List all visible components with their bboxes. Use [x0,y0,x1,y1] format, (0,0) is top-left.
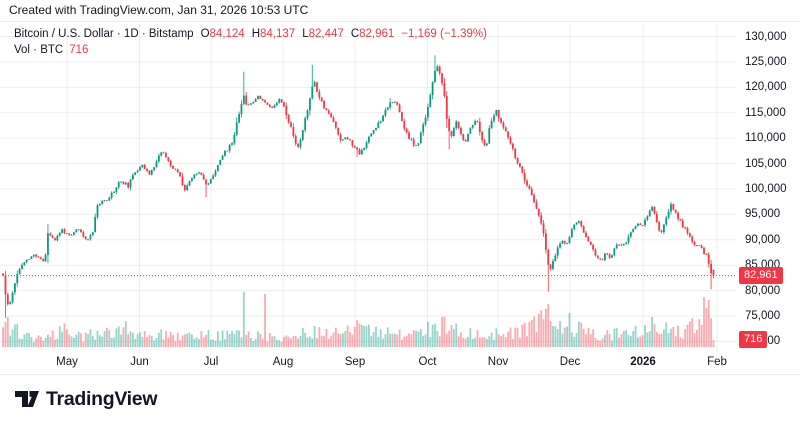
footer: TradingView [0,375,800,421]
time-axis-label: Jul [203,356,219,368]
ohlc-low: L82,447 [302,28,344,40]
price-axis-label: 95,000 [745,208,781,221]
ohlc-close: C82,961 [350,28,395,40]
price-axis-label: 105,000 [745,157,787,170]
time-axis-label: 2026 [630,356,656,368]
time-axis-label: May [56,356,78,368]
time-axis-label: Nov [487,356,509,368]
volume-label[interactable]: Vol · BTC [14,44,64,56]
time-axis-label: Aug [272,356,294,368]
chart-bottom-divider [0,374,800,375]
price-axis-label: 130,000 [745,30,787,43]
legend-symbol-row: Bitcoin / U.S. Dollar · 1D · Bitstamp O8… [14,26,487,42]
price-axis-label: 115,000 [745,106,786,119]
time-axis-label: Jun [130,356,149,368]
time-axis[interactable]: May Jun Jul Aug Sep Oct Nov Dec 2026 Feb [0,352,737,374]
tradingview-logo[interactable]: TradingView [15,388,158,411]
last-price-badge: 82,961 [739,267,783,285]
attribution-bar: Created with TradingView.com, Jan 31, 20… [0,0,800,22]
time-axis-label: Oct [418,356,437,368]
price-axis-label: 120,000 [745,81,787,94]
price-axis-label: 125,000 [745,56,787,68]
brand-wordmark: TradingView [46,388,158,410]
volume-value: 716 [69,44,89,56]
attribution-text: Created with TradingView.com, Jan 31, 20… [9,3,309,17]
price-axis[interactable]: 130,000 125,000 120,000 115,000 110,000 105,0… [738,22,800,352]
ohlc-high: H84,137 [251,28,296,40]
chart-legend: Bitcoin / U.S. Dollar · 1D · Bitstamp O8… [14,26,487,58]
price-axis-label: 90,000 [745,233,781,246]
symbol-title[interactable]: Bitcoin / U.S. Dollar · 1D · Bitstamp [14,28,194,40]
change-value: −1,169 (−1.39%) [401,28,487,40]
ohlc-open: O84,124 [200,28,245,40]
price-axis-label: 75,000 [745,310,781,322]
time-axis-label: Feb [707,356,727,368]
last-volume-badge: 716 [739,331,768,349]
time-axis-label: Dec [559,356,581,368]
price-axis-label: 100,000 [745,183,787,195]
price-axis-label: 80,000 [745,284,781,297]
legend-volume-row: Vol · BTC 716 [14,42,487,58]
time-axis-label: Sep [344,356,366,368]
tradingview-mark-icon [15,391,39,407]
price-axis-label: 110,000 [745,132,786,145]
